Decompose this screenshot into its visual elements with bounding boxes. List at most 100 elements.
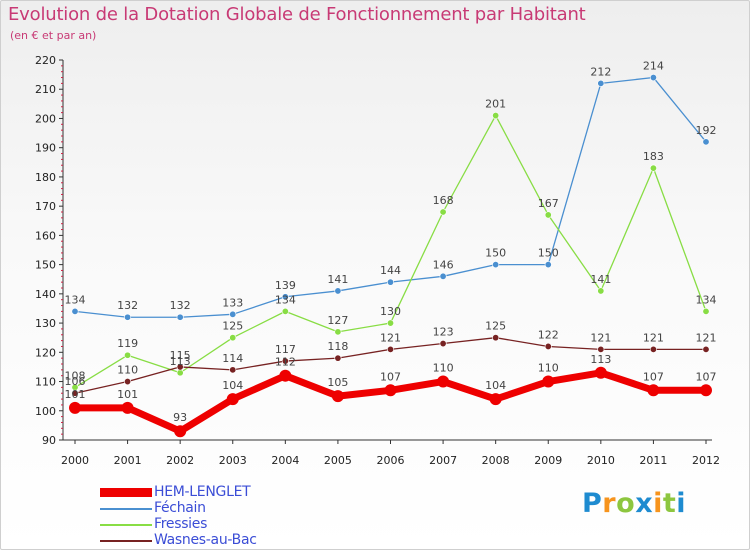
- brand-letter: i: [676, 488, 687, 519]
- legend-label-hem-lenglet: HEM-LENGLET: [154, 484, 251, 500]
- legend-item-wasnes-au-bac: Wasnes-au-Bac: [100, 532, 340, 548]
- data-point-fressies: [334, 328, 342, 336]
- data-label-hem-lenglet: 107: [696, 370, 717, 383]
- x-tick-label: 2009: [534, 454, 562, 467]
- x-tick-label: 2001: [114, 454, 142, 467]
- data-point-fressies: [229, 334, 237, 342]
- legend-item-hem-lenglet: HEM-LENGLET: [100, 484, 340, 500]
- data-point-fressies: [386, 319, 394, 327]
- legend-label-fechain: Féchain: [154, 500, 206, 516]
- legend-swatch-wasnes-au-bac: [100, 540, 152, 542]
- legend-label-wasnes-au-bac: Wasnes-au-Bac: [154, 532, 257, 548]
- data-label-fechain: 139: [275, 279, 296, 292]
- data-label-fechain: 132: [117, 299, 138, 312]
- data-label-fechain: 192: [696, 124, 717, 137]
- data-point-hem-lenglet: [594, 366, 607, 379]
- legend: HEM-LENGLET Féchain Fressies Wasnes-au-B…: [100, 484, 340, 548]
- y-tick-label: 210: [35, 83, 56, 96]
- data-point-fechain: [124, 313, 132, 321]
- data-label-fechain: 133: [222, 296, 243, 309]
- data-point-fressies: [702, 307, 710, 315]
- y-tick-label: 130: [35, 317, 56, 330]
- data-label-fechain: 212: [590, 65, 611, 78]
- data-point-fressies: [124, 351, 132, 359]
- data-point-hem-lenglet: [69, 401, 81, 414]
- y-tick-label: 140: [35, 288, 56, 301]
- data-label-fressies: 119: [117, 337, 138, 350]
- x-tick-label: 2008: [482, 454, 510, 467]
- data-label-hem-lenglet: 101: [117, 388, 138, 401]
- data-label-wasnes-au-bac: 114: [222, 352, 243, 365]
- data-point-wasnes-au-bac: [544, 342, 552, 350]
- data-point-fechain: [71, 307, 79, 315]
- data-label-hem-lenglet: 110: [433, 362, 454, 375]
- data-point-wasnes-au-bac: [386, 345, 394, 353]
- data-label-fressies: 167: [538, 197, 559, 210]
- data-point-wasnes-au-bac: [492, 334, 500, 342]
- data-point-hem-lenglet: [647, 384, 660, 397]
- data-label-wasnes-au-bac: 121: [590, 331, 611, 344]
- data-point-hem-lenglet: [700, 384, 712, 397]
- data-label-hem-lenglet: 107: [643, 370, 664, 383]
- y-tick-label: 90: [42, 434, 56, 447]
- data-point-fechain: [492, 261, 500, 269]
- data-point-hem-lenglet: [437, 375, 450, 388]
- brand-letter: t: [662, 488, 677, 519]
- data-label-wasnes-au-bac: 117: [275, 343, 296, 356]
- data-label-fressies: 127: [327, 314, 348, 327]
- y-tick-label: 190: [35, 142, 56, 155]
- data-label-fressies: 141: [590, 273, 611, 286]
- data-point-fechain: [176, 313, 184, 321]
- data-label-fechain: 214: [643, 60, 664, 73]
- data-label-wasnes-au-bac: 118: [327, 340, 348, 353]
- data-label-hem-lenglet: 110: [538, 362, 559, 375]
- data-point-hem-lenglet: [121, 401, 134, 414]
- data-label-fechain: 134: [65, 293, 86, 306]
- data-point-wasnes-au-bac: [597, 345, 605, 353]
- data-label-wasnes-au-bac: 121: [380, 331, 401, 344]
- data-point-fressies: [439, 208, 447, 216]
- data-label-fressies: 201: [485, 98, 506, 111]
- data-label-fechain: 150: [538, 247, 559, 260]
- data-point-fechain: [702, 138, 710, 146]
- data-label-wasnes-au-bac: 115: [170, 349, 191, 362]
- data-point-fechain: [281, 293, 289, 301]
- data-label-fechain: 144: [380, 264, 401, 277]
- data-point-wasnes-au-bac: [281, 357, 289, 365]
- data-point-fechain: [439, 272, 447, 280]
- data-point-fechain: [649, 74, 657, 82]
- data-label-fechain: 150: [485, 247, 506, 260]
- data-label-fressies: 130: [380, 305, 401, 318]
- data-label-fressies: 183: [643, 150, 664, 163]
- data-label-hem-lenglet: 101: [65, 388, 86, 401]
- data-point-fechain: [229, 310, 237, 318]
- legend-swatch-hem-lenglet: [100, 488, 152, 497]
- data-label-wasnes-au-bac: 106: [65, 375, 86, 388]
- data-point-wasnes-au-bac: [71, 389, 79, 397]
- y-tick-label: 100: [35, 405, 56, 418]
- data-label-fechain: 141: [327, 273, 348, 286]
- data-label-fressies: 108: [65, 369, 86, 382]
- brand-letter: o: [616, 488, 636, 519]
- x-tick-label: 2010: [587, 454, 615, 467]
- data-label-hem-lenglet: 105: [327, 376, 348, 389]
- data-point-fressies: [176, 369, 184, 377]
- data-point-hem-lenglet: [174, 425, 187, 438]
- x-tick-label: 2003: [219, 454, 247, 467]
- data-point-hem-lenglet: [279, 369, 292, 382]
- x-tick-label: 2012: [692, 454, 720, 467]
- data-point-fressies: [649, 164, 657, 172]
- data-label-wasnes-au-bac: 123: [433, 326, 454, 339]
- brand-letter: i: [653, 488, 663, 519]
- data-label-hem-lenglet: 104: [222, 379, 243, 392]
- data-label-hem-lenglet: 112: [275, 356, 296, 369]
- chart-subtitle: (en € et par an): [10, 29, 97, 42]
- data-point-fechain: [334, 287, 342, 295]
- x-tick-label: 2011: [639, 454, 667, 467]
- y-tick-label: 200: [35, 112, 56, 125]
- data-point-fressies: [544, 211, 552, 219]
- data-point-wasnes-au-bac: [124, 378, 132, 386]
- y-tick-label: 160: [35, 229, 56, 242]
- brand-letter: r: [602, 488, 617, 519]
